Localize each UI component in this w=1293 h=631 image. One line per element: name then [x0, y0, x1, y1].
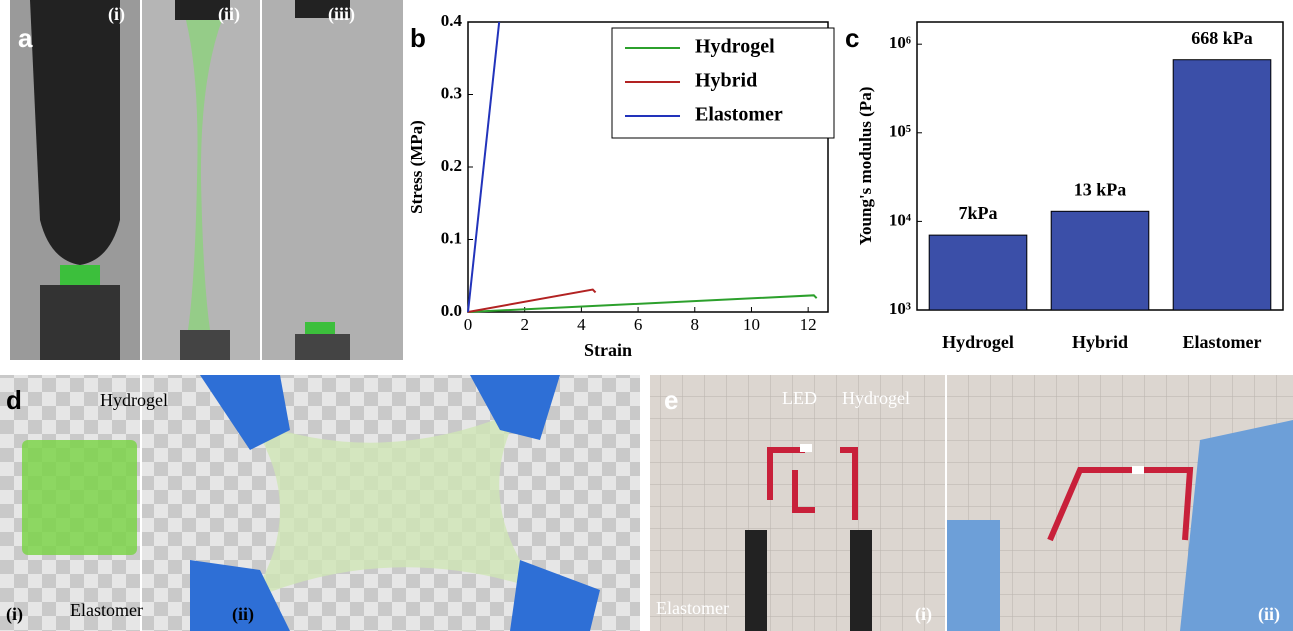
y-tick-label: 10³ — [889, 299, 911, 318]
y-tick-label: 0.3 — [441, 83, 462, 102]
photo-a — [10, 0, 403, 360]
y-axis-label: Young's modulus (Pa) — [856, 87, 875, 246]
x-tick-label: 0 — [464, 315, 473, 334]
x-tick-label: Hybrid — [1072, 332, 1128, 352]
y-axis-label: Stress (MPa) — [407, 120, 426, 214]
sub-label: (i) — [915, 604, 932, 625]
sub-label: (ii) — [232, 604, 254, 625]
y-tick-label: 10⁵ — [889, 122, 911, 141]
y-tick-label: 10⁶ — [889, 33, 911, 52]
sub-label: (ii) — [218, 4, 240, 25]
annotation: Hydrogel — [842, 388, 910, 408]
x-tick-label: 2 — [520, 315, 529, 334]
panel-label: c — [845, 23, 859, 53]
panel-label: b — [410, 23, 426, 53]
x-axis-label: Strain — [584, 340, 632, 360]
panel-label: e — [664, 385, 678, 415]
x-tick-label: 6 — [634, 315, 643, 334]
sub-label: (i) — [6, 604, 23, 625]
y-tick-label: 0.4 — [441, 11, 463, 30]
annotation: Hydrogel — [100, 390, 168, 410]
x-tick-label: 4 — [577, 315, 586, 334]
value-label: 7kPa — [958, 203, 997, 223]
bar — [929, 235, 1027, 310]
value-label: 13 kPa — [1074, 179, 1127, 199]
annotation: Elastomer — [656, 598, 729, 618]
x-tick-label: Elastomer — [1183, 332, 1262, 352]
x-tick-label: 10 — [743, 315, 760, 334]
legend-label: Elastomer — [695, 104, 783, 126]
bar — [1051, 211, 1149, 310]
y-tick-label: 0.0 — [441, 301, 462, 320]
line — [468, 295, 817, 312]
photo-d — [0, 375, 640, 631]
x-tick-label: Hydrogel — [942, 332, 1014, 352]
legend-label: Hydrogel — [695, 36, 775, 58]
sub-label: (ii) — [1258, 604, 1280, 625]
photo-e — [650, 375, 1293, 631]
value-label: 668 kPa — [1191, 28, 1253, 48]
y-tick-label: 0.1 — [441, 228, 462, 247]
annotation: LED — [782, 388, 817, 408]
panel-label: d — [6, 385, 22, 415]
x-tick-label: 8 — [691, 315, 700, 334]
x-tick-label: 12 — [800, 315, 817, 334]
legend-label: Hybrid — [695, 70, 757, 92]
panel-label: a — [18, 23, 33, 53]
y-tick-label: 0.2 — [441, 156, 462, 175]
sub-label: (iii) — [328, 4, 355, 25]
annotation: Elastomer — [70, 600, 143, 620]
sub-label: (i) — [108, 4, 125, 25]
figure: a b c d e (i) (ii) (iii) (i) (ii) (i) (ii) Hydrogel E… — [0, 0, 1293, 631]
y-tick-label: 10⁴ — [889, 210, 911, 229]
bar — [1173, 60, 1271, 310]
